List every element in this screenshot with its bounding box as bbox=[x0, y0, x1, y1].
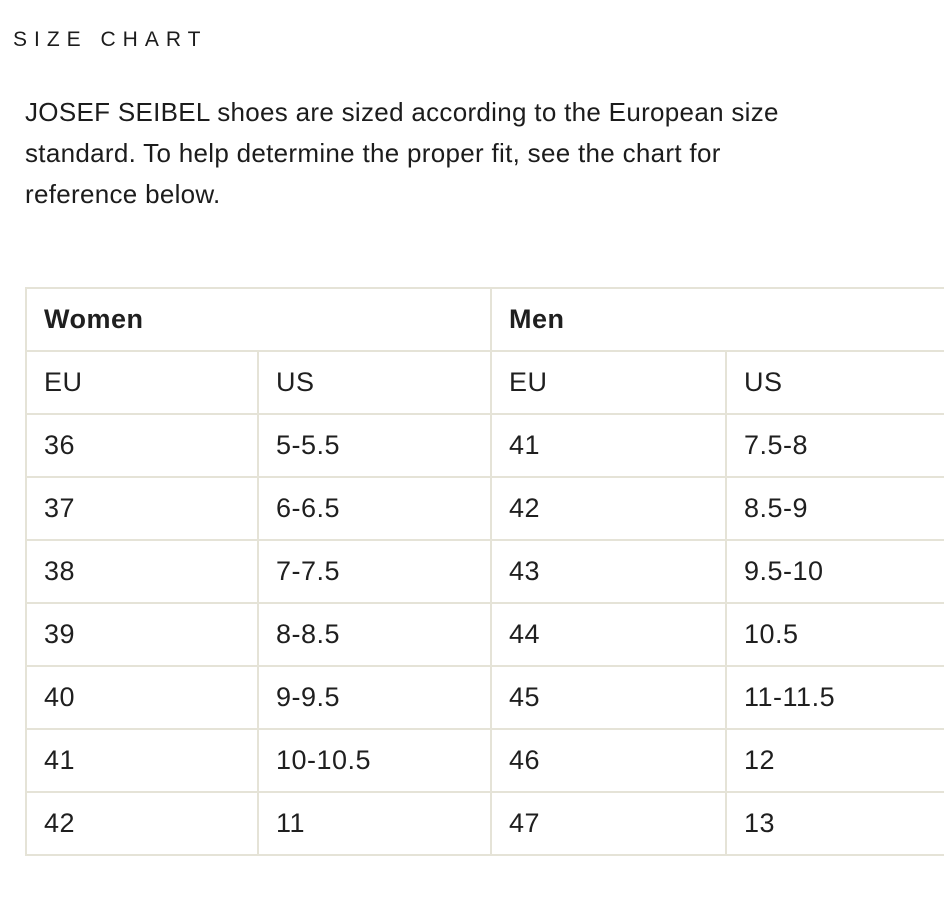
cell-men-eu: 42 bbox=[490, 476, 728, 541]
cell-women-us: 8-8.5 bbox=[256, 602, 493, 667]
cell-women-eu: 38 bbox=[25, 539, 259, 604]
page-title: SIZE CHART bbox=[13, 28, 208, 51]
cell-men-eu: 43 bbox=[490, 539, 728, 604]
table-row: 36 5-5.5 41 7.5-8 bbox=[25, 413, 944, 478]
cell-men-us: 8.5-9 bbox=[725, 476, 944, 541]
column-header-row: EU US EU US bbox=[25, 350, 944, 415]
cell-women-us: 7-7.5 bbox=[256, 539, 493, 604]
cell-men-eu: 46 bbox=[490, 728, 728, 793]
table-row: 39 8-8.5 44 10.5 bbox=[25, 602, 944, 667]
intro-line: standard. To help determine the proper f… bbox=[25, 138, 721, 168]
table-row: 38 7-7.5 43 9.5-10 bbox=[25, 539, 944, 604]
intro-line: reference below. bbox=[25, 179, 221, 209]
cell-women-eu: 39 bbox=[25, 602, 259, 667]
cell-women-eu: 40 bbox=[25, 665, 259, 730]
cell-men-us: 11-11.5 bbox=[725, 665, 944, 730]
cell-men-eu: 41 bbox=[490, 413, 728, 478]
cell-women-us: 5-5.5 bbox=[256, 413, 493, 478]
column-header-men-eu: EU bbox=[490, 350, 728, 415]
intro-line: JOSEF SEIBEL shoes are sized according t… bbox=[25, 97, 779, 127]
group-header-row: Women Men bbox=[24, 287, 944, 352]
cell-women-us: 11 bbox=[256, 791, 493, 856]
cell-women-us: 9-9.5 bbox=[256, 665, 493, 730]
table-row: 37 6-6.5 42 8.5-9 bbox=[25, 476, 944, 541]
cell-men-eu: 44 bbox=[490, 602, 728, 667]
table-row: 42 11 47 13 bbox=[25, 791, 944, 856]
cell-men-us: 10.5 bbox=[725, 602, 944, 667]
size-chart-table: Women Men EU US EU US 36 5-5.5 41 7.5-8 … bbox=[24, 287, 944, 856]
cell-women-eu: 37 bbox=[25, 476, 259, 541]
column-header-women-eu: EU bbox=[25, 350, 259, 415]
cell-women-eu: 42 bbox=[25, 791, 259, 856]
group-header-men: Men bbox=[490, 287, 944, 352]
cell-women-eu: 41 bbox=[25, 728, 259, 793]
column-header-men-us: US bbox=[725, 350, 944, 415]
column-header-women-us: US bbox=[256, 350, 493, 415]
cell-men-us: 13 bbox=[725, 791, 944, 856]
group-header-women: Women bbox=[24, 287, 493, 352]
table-row: 40 9-9.5 45 11-11.5 bbox=[25, 665, 944, 730]
cell-women-us: 6-6.5 bbox=[256, 476, 493, 541]
cell-men-eu: 45 bbox=[490, 665, 728, 730]
cell-women-us: 10-10.5 bbox=[256, 728, 493, 793]
cell-men-eu: 47 bbox=[490, 791, 728, 856]
size-chart-page: SIZE CHART JOSEF SEIBEL shoes are sized … bbox=[0, 28, 944, 856]
cell-men-us: 12 bbox=[725, 728, 944, 793]
cell-women-eu: 36 bbox=[25, 413, 259, 478]
table-row: 41 10-10.5 46 12 bbox=[25, 728, 944, 793]
cell-men-us: 9.5-10 bbox=[725, 539, 944, 604]
intro-paragraph: JOSEF SEIBEL shoes are sized according t… bbox=[25, 92, 944, 215]
cell-men-us: 7.5-8 bbox=[725, 413, 944, 478]
